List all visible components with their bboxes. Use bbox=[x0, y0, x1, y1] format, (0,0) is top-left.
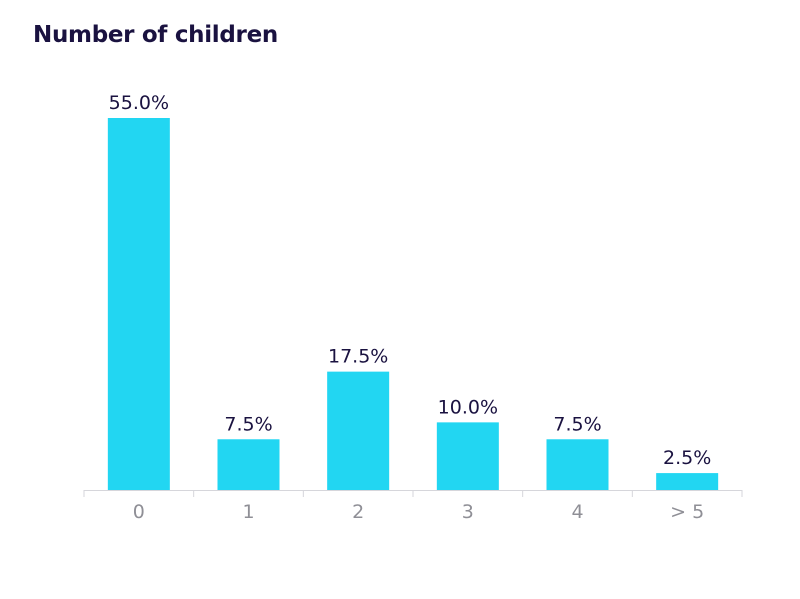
data-label: 55.0% bbox=[109, 92, 169, 114]
data-label: 17.5% bbox=[328, 346, 388, 368]
chart-title: Number of children bbox=[33, 22, 278, 48]
bar bbox=[107, 118, 170, 490]
bar bbox=[656, 473, 719, 490]
bar bbox=[436, 422, 499, 490]
x-tick-label: > 5 bbox=[670, 501, 704, 523]
data-label: 7.5% bbox=[224, 413, 272, 435]
x-tick-label: 0 bbox=[133, 501, 145, 523]
data-label: 10.0% bbox=[438, 396, 498, 418]
x-tick-label: 3 bbox=[462, 501, 474, 523]
x-tick-label: 4 bbox=[571, 501, 583, 523]
x-axis-tick-labels-group: 0 1 2 3 4 > 5 bbox=[133, 501, 704, 523]
x-tick-label: 2 bbox=[352, 501, 364, 523]
x-axis-ticks-group bbox=[83, 490, 743, 497]
data-label: 7.5% bbox=[553, 413, 601, 435]
bars-group bbox=[107, 118, 719, 490]
data-label: 2.5% bbox=[663, 447, 711, 469]
data-labels-group: 55.0% 7.5% 17.5% 10.0% 7.5% 2.5% bbox=[109, 92, 712, 469]
bar bbox=[327, 371, 390, 490]
x-tick-label: 1 bbox=[242, 501, 254, 523]
bar bbox=[217, 439, 280, 490]
bar bbox=[546, 439, 609, 490]
